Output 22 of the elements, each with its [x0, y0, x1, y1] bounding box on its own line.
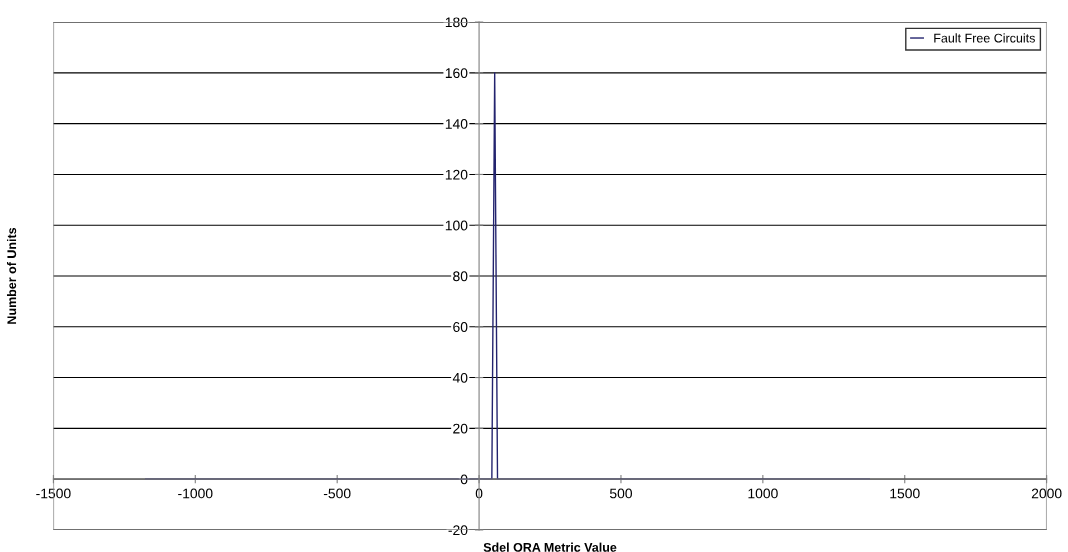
y-tick-label: 120	[445, 169, 468, 180]
x-tick-label: 1500	[890, 488, 920, 499]
y-tick-label: 180	[445, 17, 468, 28]
x-tick-label: 1000	[748, 488, 778, 499]
y-tick-label: -20	[448, 525, 468, 536]
y-tick-label: 0	[460, 474, 468, 485]
y-axis-title: Number of Units	[6, 227, 17, 324]
y-tick-label: 60	[453, 322, 468, 332]
y-tick-label: 140	[445, 118, 468, 129]
x-tick-label: 500	[609, 488, 633, 499]
x-axis-title: Sdel ORA Metric Value	[483, 542, 617, 552]
y-tick-label: 40	[452, 372, 468, 383]
x-tick-label: 2000	[1031, 488, 1062, 499]
y-tick-label: 80	[453, 271, 468, 282]
legend-label: Fault Free Circuits	[934, 33, 1035, 43]
x-tick-label: 0	[475, 488, 483, 499]
y-tick-label: 100	[445, 220, 468, 231]
y-tick-label: 160	[445, 68, 468, 79]
y-tick-label: 20	[453, 423, 468, 434]
x-tick-label: -1000	[178, 488, 213, 499]
x-tick-label: -500	[323, 488, 351, 499]
x-tick-label: -1500	[36, 488, 71, 499]
